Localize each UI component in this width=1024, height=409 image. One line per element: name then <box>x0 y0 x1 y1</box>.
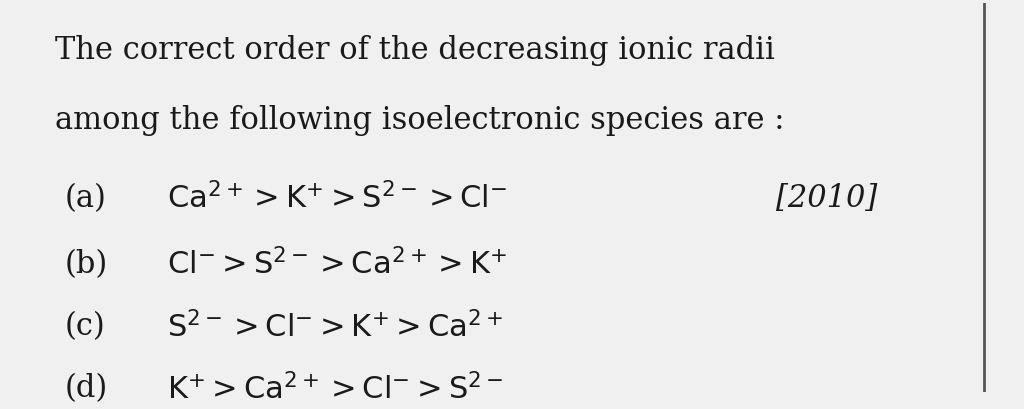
Text: $\mathrm{S^{2-} > Cl^{-} > K^{+} > Ca^{2+}}$: $\mathrm{S^{2-} > Cl^{-} > K^{+} > Ca^{2… <box>167 310 503 342</box>
Text: (d): (d) <box>66 373 109 403</box>
Text: [2010]: [2010] <box>776 182 878 213</box>
Text: $\mathrm{Cl^{-} > S^{2-} > Ca^{2+} > K^{+}}$: $\mathrm{Cl^{-} > S^{2-} > Ca^{2+} > K^{… <box>167 248 507 280</box>
Text: among the following isoelectronic species are :: among the following isoelectronic specie… <box>55 105 784 136</box>
Text: (a): (a) <box>66 182 106 213</box>
Text: (b): (b) <box>66 248 109 279</box>
Text: $\mathrm{K^{+} > Ca^{2+} > Cl^{-} > S^{2-}}$: $\mathrm{K^{+} > Ca^{2+} > Cl^{-} > S^{2… <box>167 372 503 404</box>
Text: (c): (c) <box>66 310 105 342</box>
Text: $\mathrm{Ca^{2+} > K^{+} > S^{2-} > Cl^{-}}$: $\mathrm{Ca^{2+} > K^{+} > S^{2-} > Cl^{… <box>167 182 507 214</box>
Text: The correct order of the decreasing ionic radii: The correct order of the decreasing ioni… <box>55 35 775 66</box>
